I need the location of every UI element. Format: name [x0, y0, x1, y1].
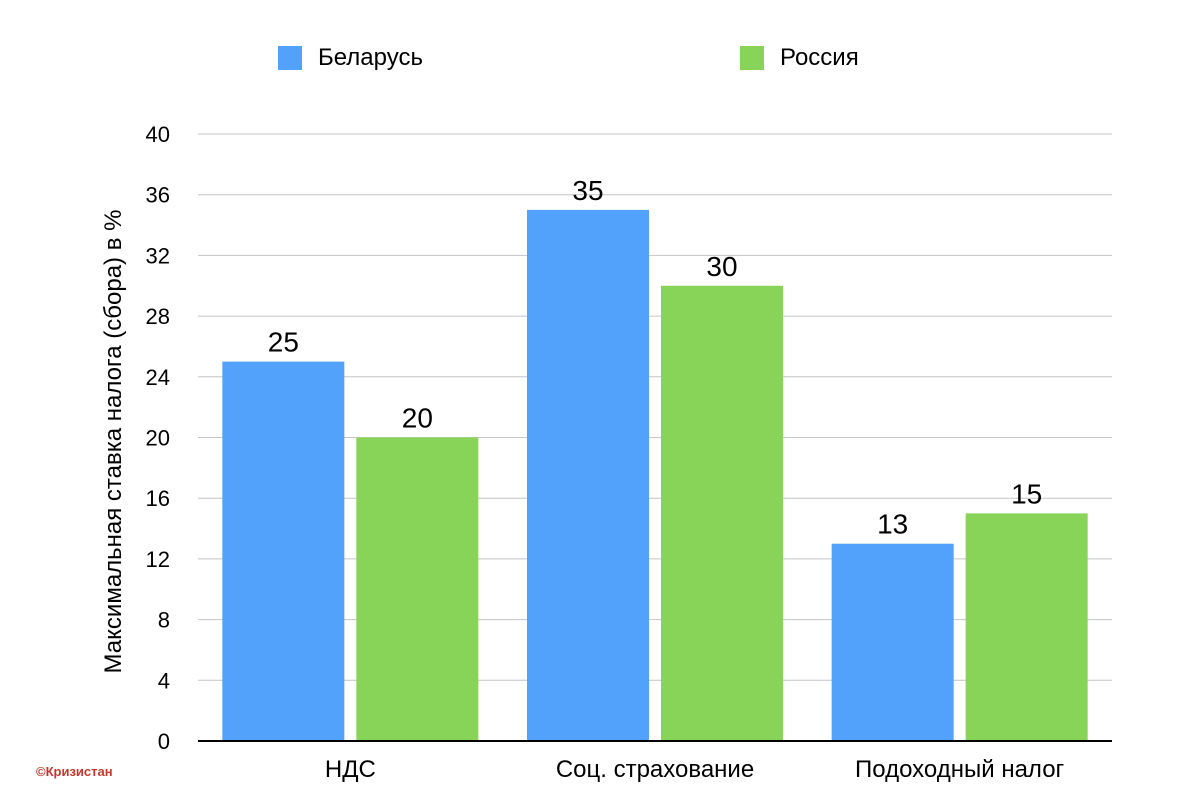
- legend-swatch-belarus: [278, 46, 302, 70]
- chart-legend: Беларусь Россия: [0, 40, 1200, 80]
- data-label: 15: [1011, 478, 1042, 509]
- y-tick-label: 16: [146, 486, 170, 511]
- y-tick-label: 36: [146, 183, 170, 208]
- y-axis-ticks: 0 4 8 12 16 20 24 28 32 36 40: [146, 122, 170, 754]
- legend-label-russia: Россия: [780, 44, 859, 71]
- legend-label-belarus: Беларусь: [318, 44, 423, 71]
- y-tick-label: 24: [146, 365, 170, 390]
- y-tick-label: 20: [146, 426, 170, 451]
- x-tick-label: Соц. страхование: [556, 756, 754, 783]
- bar-belarus-2: [831, 543, 954, 741]
- y-tick-label: 8: [158, 608, 170, 633]
- y-tick-label: 4: [158, 668, 170, 693]
- data-label: 13: [877, 509, 908, 540]
- bar-russia-0: [356, 437, 479, 741]
- x-tick-label: НДС: [325, 756, 376, 783]
- y-tick-label: 28: [146, 304, 170, 329]
- bars: [222, 209, 1088, 741]
- bar-russia-1: [661, 285, 783, 741]
- gridlines: [198, 133, 1112, 681]
- data-labels: 25 20 35 30 13 15: [268, 175, 1042, 540]
- data-label: 30: [706, 251, 737, 282]
- x-axis-ticks: НДС Соц. страхование Подоходный налог: [325, 756, 1065, 783]
- legend-item-russia: Россия: [740, 40, 859, 76]
- y-tick-label: 0: [158, 729, 170, 754]
- data-label: 25: [268, 327, 299, 358]
- legend-swatch-russia: [740, 46, 764, 70]
- y-tick-label: 32: [146, 243, 170, 268]
- y-tick-label: 40: [146, 122, 170, 147]
- bar-belarus-0: [222, 361, 345, 741]
- bar-russia-2: [965, 513, 1088, 741]
- data-label: 35: [572, 175, 603, 206]
- copyright-text: ©Кризистан: [36, 764, 113, 779]
- x-tick-label: Подоходный налог: [855, 756, 1065, 783]
- bar-belarus-1: [527, 209, 649, 741]
- data-label: 20: [402, 403, 433, 434]
- legend-item-belarus: Беларусь: [278, 40, 423, 76]
- y-tick-label: 12: [146, 547, 170, 572]
- y-axis-title: Максимальная ставка налога (сбора) в %: [100, 210, 127, 674]
